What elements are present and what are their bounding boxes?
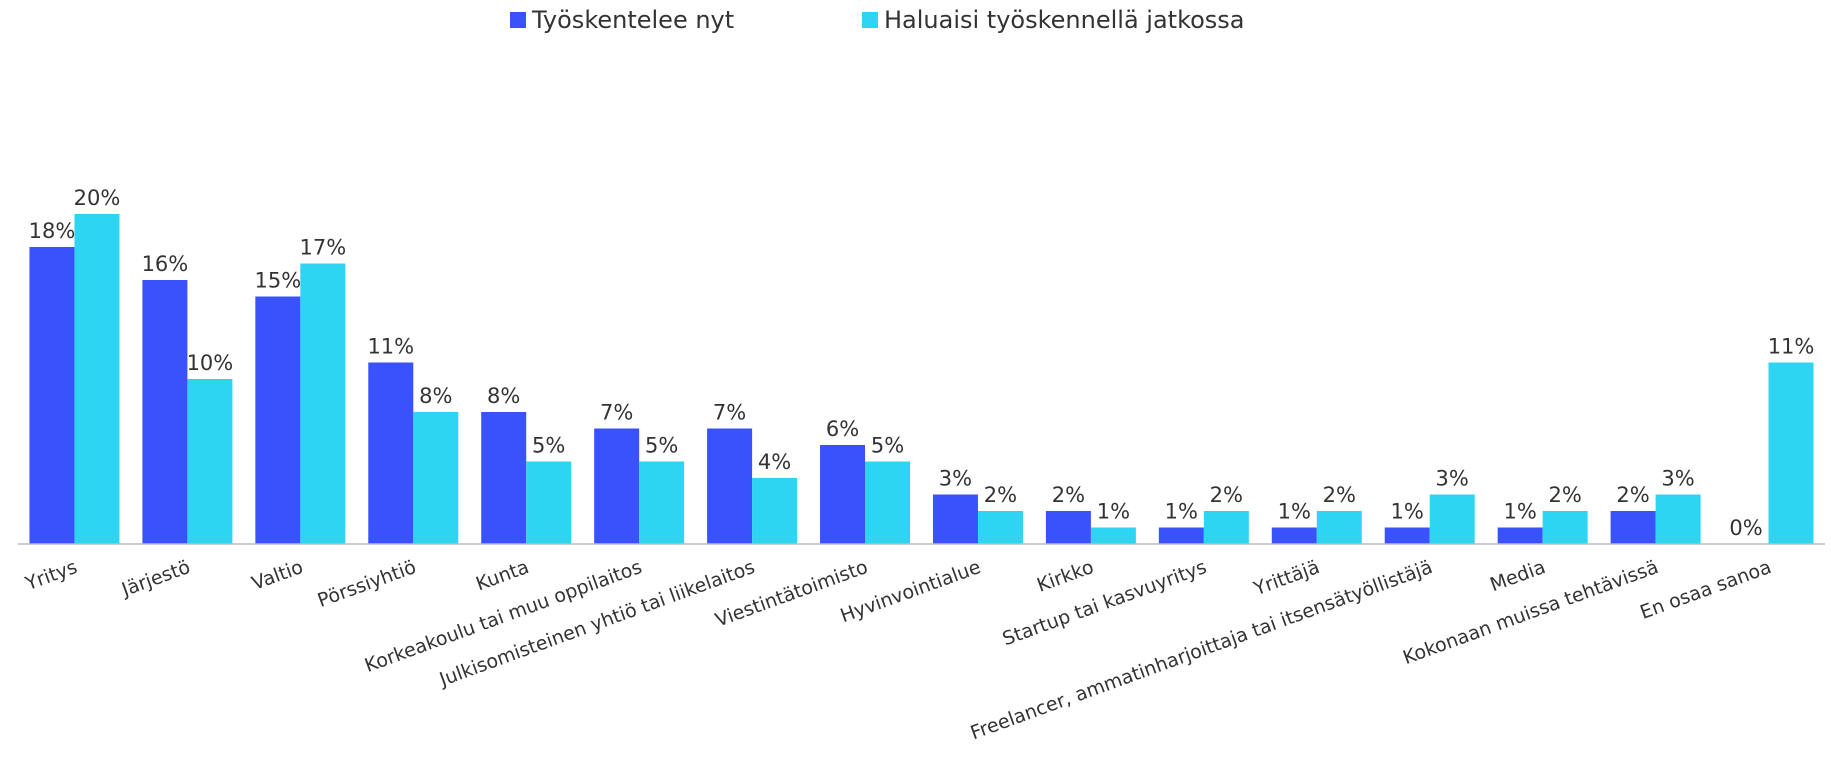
value-label: 2%	[1548, 483, 1581, 507]
bar	[142, 280, 188, 544]
x-tick-label: Media	[1487, 556, 1548, 596]
value-label: 10%	[187, 351, 234, 375]
bar	[1429, 494, 1475, 544]
value-label: 15%	[255, 269, 302, 293]
value-label: 1%	[1391, 500, 1424, 524]
legend-swatch	[510, 12, 526, 28]
value-label: 3%	[1436, 467, 1469, 491]
x-tick-label: Järjestö	[118, 556, 193, 601]
value-label: 1%	[1165, 500, 1198, 524]
value-label: 6%	[826, 417, 859, 441]
value-label: 7%	[713, 401, 746, 425]
bar	[368, 362, 414, 544]
bar	[977, 511, 1023, 544]
value-label: 18%	[29, 219, 76, 243]
value-label: 8%	[487, 384, 520, 408]
value-label: 2%	[1052, 483, 1085, 507]
x-tick-label: Pörssiyhtiö	[315, 556, 419, 612]
value-label: 3%	[939, 467, 972, 491]
bar	[413, 412, 459, 544]
value-label: 11%	[1768, 335, 1815, 359]
bar	[1655, 494, 1701, 544]
bar	[932, 494, 978, 544]
bar	[1768, 362, 1814, 544]
bar	[752, 478, 798, 544]
x-tick-label: En osaa sanoa	[1637, 556, 1774, 624]
bar	[639, 461, 685, 544]
value-label: 5%	[871, 434, 904, 458]
bar	[820, 445, 866, 544]
x-tick-label: Kunta	[473, 556, 532, 595]
value-label: 2%	[984, 483, 1017, 507]
bar	[1316, 511, 1362, 544]
value-label: 5%	[532, 434, 565, 458]
x-tick-label: Yrittäjä	[1250, 556, 1323, 600]
bar	[865, 461, 911, 544]
x-tick-label: Yritys	[22, 556, 81, 595]
bar	[594, 428, 640, 544]
value-label: 17%	[300, 236, 347, 260]
bar	[1090, 527, 1136, 544]
value-label: 3%	[1661, 467, 1694, 491]
bar	[1203, 511, 1249, 544]
legend-label: Työskentelee nyt	[531, 6, 734, 34]
x-tick-label: Kirkko	[1034, 556, 1097, 597]
x-tick-label: Startup tai kasvuyritys	[1000, 556, 1210, 650]
value-label: 8%	[419, 384, 452, 408]
bar	[1610, 511, 1656, 544]
bar	[481, 412, 527, 544]
value-label: 1%	[1503, 500, 1536, 524]
value-label: 2%	[1323, 483, 1356, 507]
value-label: 0%	[1729, 516, 1762, 540]
bar	[526, 461, 572, 544]
bar	[707, 428, 753, 544]
bar	[74, 214, 120, 544]
value-label: 1%	[1278, 500, 1311, 524]
bar	[1271, 527, 1317, 544]
legend-label: Haluaisi työskennellä jatkossa	[884, 6, 1245, 34]
value-label: 4%	[758, 450, 791, 474]
bar	[1158, 527, 1204, 544]
value-label: 1%	[1097, 500, 1130, 524]
bar	[1497, 527, 1543, 544]
bar	[1542, 511, 1588, 544]
value-label: 11%	[367, 335, 414, 359]
bar	[1384, 527, 1430, 544]
value-label: 2%	[1210, 483, 1243, 507]
value-label: 7%	[600, 401, 633, 425]
value-label: 16%	[142, 252, 189, 276]
bar	[300, 263, 346, 544]
bar	[1045, 511, 1091, 544]
bar	[255, 296, 301, 544]
bar	[29, 247, 75, 544]
value-label: 20%	[74, 186, 121, 210]
x-tick-label: Valtio	[249, 556, 306, 595]
value-label: 5%	[645, 434, 678, 458]
legend-swatch	[862, 12, 878, 28]
bar	[187, 379, 233, 544]
value-label: 2%	[1616, 483, 1649, 507]
